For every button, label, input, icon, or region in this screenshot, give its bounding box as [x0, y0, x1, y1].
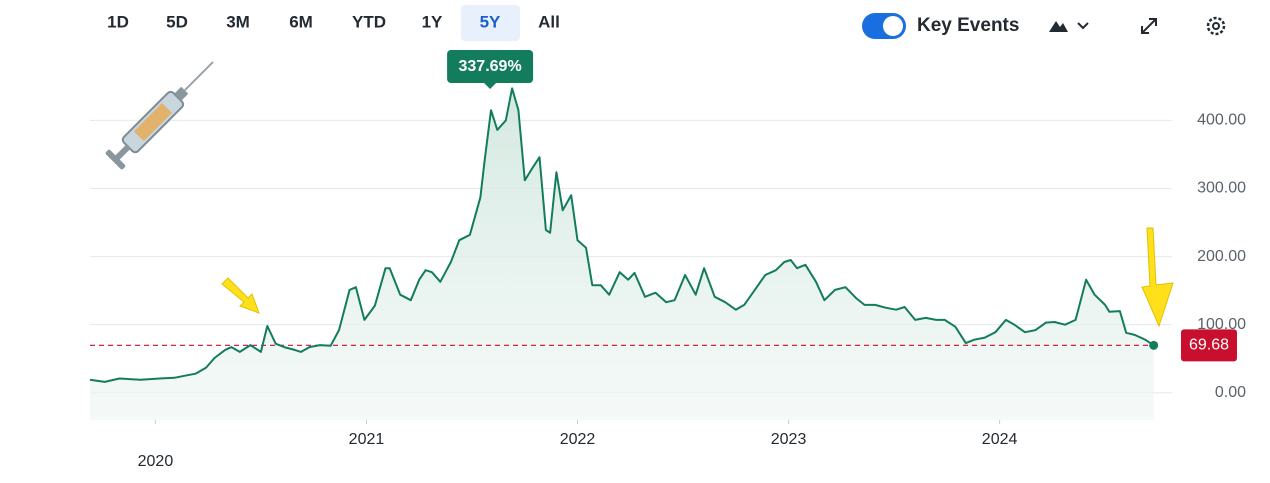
price-line-series — [89, 87, 1155, 383]
annotation-pointer — [484, 83, 497, 89]
key-events-label[interactable]: Key Events — [917, 15, 1019, 36]
x-tick-label: 2023 — [771, 431, 807, 448]
x-tick-label: 2024 — [982, 431, 1018, 448]
x-tick-label: 2022 — [560, 431, 596, 448]
y-tick-label: 100.00 — [1197, 316, 1246, 333]
settings-icon[interactable] — [1206, 16, 1226, 36]
chevron[interactable] — [1077, 22, 1089, 30]
x-tick-label: 2021 — [349, 431, 385, 448]
range-button[interactable]: 5D — [166, 12, 188, 31]
toggle-knob — [883, 16, 903, 36]
annotation: 337.69% — [459, 58, 522, 75]
last-point — [1149, 340, 1159, 350]
arrow-annotation — [1141, 227, 1174, 328]
arrow-annotation — [221, 277, 260, 314]
range-button[interactable]: 1D — [107, 12, 129, 31]
price-tag-bg — [1181, 329, 1237, 362]
range-button[interactable]: YTD — [352, 12, 386, 31]
price-tag: 69.68 — [1189, 337, 1229, 354]
range-button[interactable]: All — [538, 12, 560, 31]
x-tick-label: 2020 — [138, 453, 174, 470]
expand-icon[interactable] — [1141, 18, 1157, 34]
plot: 0.00 100.00 200.00 300.00 400.00 2020 2021 2022… — [89, 50, 1246, 470]
y-tick-label: 0.00 — [1215, 384, 1246, 401]
y-tick-label: 200.00 — [1197, 248, 1246, 265]
range-button[interactable]: 1Y — [422, 12, 443, 31]
chart-type-icon[interactable] — [1049, 21, 1068, 32]
syringe-icon — [105, 61, 214, 170]
toolbar: 1D 5D 3M 6M YTD 1Y 5Y All — [107, 5, 560, 41]
annotation-bg — [447, 50, 534, 83]
y-tick-label: 300.00 — [1197, 180, 1246, 197]
area-fill — [90, 88, 1154, 421]
range-selected-bg — [461, 5, 520, 41]
y-tick-label: 400.00 — [1197, 112, 1246, 129]
range-button[interactable]: 6M — [289, 12, 313, 31]
range-button[interactable]: 3M — [226, 12, 250, 31]
range-button[interactable]: 5Y — [480, 12, 501, 31]
